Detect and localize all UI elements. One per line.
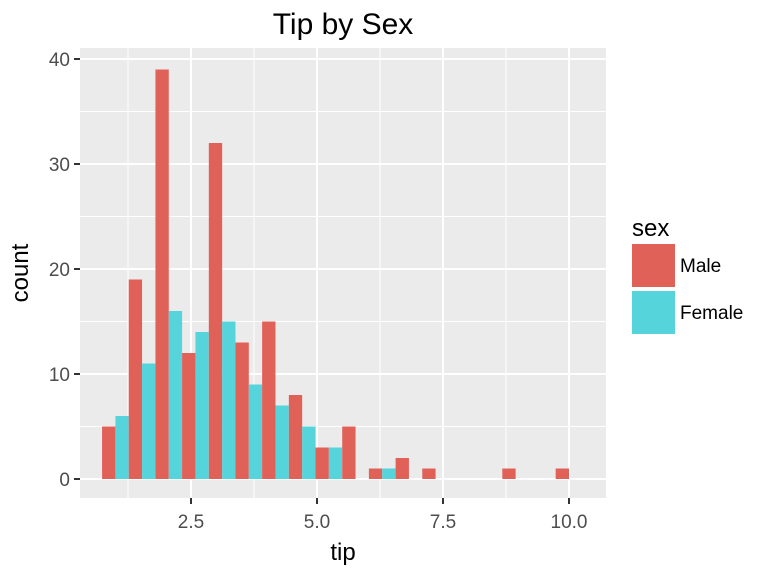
bar-male xyxy=(342,426,356,479)
y-tick-label: 10 xyxy=(49,365,70,386)
bar-male xyxy=(208,143,223,479)
legend-label: Male xyxy=(680,256,721,277)
y-tick-label: 20 xyxy=(49,260,70,281)
x-tick-label: 7.5 xyxy=(430,512,456,533)
chart-title: Tip by Sex xyxy=(273,8,414,41)
legend-title: sex xyxy=(632,215,669,242)
legend-label: Female xyxy=(680,303,743,324)
bar-female xyxy=(275,405,289,479)
bar-female xyxy=(382,468,396,479)
bar-male xyxy=(288,395,303,479)
bar-male xyxy=(502,468,516,479)
y-tick-label: 40 xyxy=(49,50,70,71)
y-axis-label: count xyxy=(7,243,34,302)
y-tick-label: 0 xyxy=(59,470,70,491)
legend-key-female xyxy=(632,291,675,334)
bar-male xyxy=(102,426,116,479)
x-tick-label: 5.0 xyxy=(304,512,330,533)
bar-female xyxy=(222,321,236,479)
bar-male xyxy=(182,353,196,479)
bar-male xyxy=(315,447,329,479)
bar-male xyxy=(395,458,409,479)
bar-female xyxy=(168,311,183,479)
bar-male xyxy=(128,279,143,479)
x-axis-label: tip xyxy=(330,539,355,566)
bar-male xyxy=(262,321,276,479)
bar-female xyxy=(195,332,209,479)
bar-female xyxy=(115,416,129,479)
x-tick-label: 10.0 xyxy=(551,512,588,533)
bar-female xyxy=(302,426,316,479)
bar-female xyxy=(142,363,156,479)
bar-male xyxy=(235,342,249,479)
bar-female xyxy=(328,447,343,479)
bar-male xyxy=(422,468,436,479)
bar-male xyxy=(155,69,169,479)
y-tick-label: 30 xyxy=(49,155,70,176)
legend-key-male xyxy=(632,244,675,287)
bar-female xyxy=(248,384,263,479)
x-tick-label: 2.5 xyxy=(178,512,204,533)
bar-male xyxy=(368,468,383,479)
bar-male xyxy=(555,468,569,479)
